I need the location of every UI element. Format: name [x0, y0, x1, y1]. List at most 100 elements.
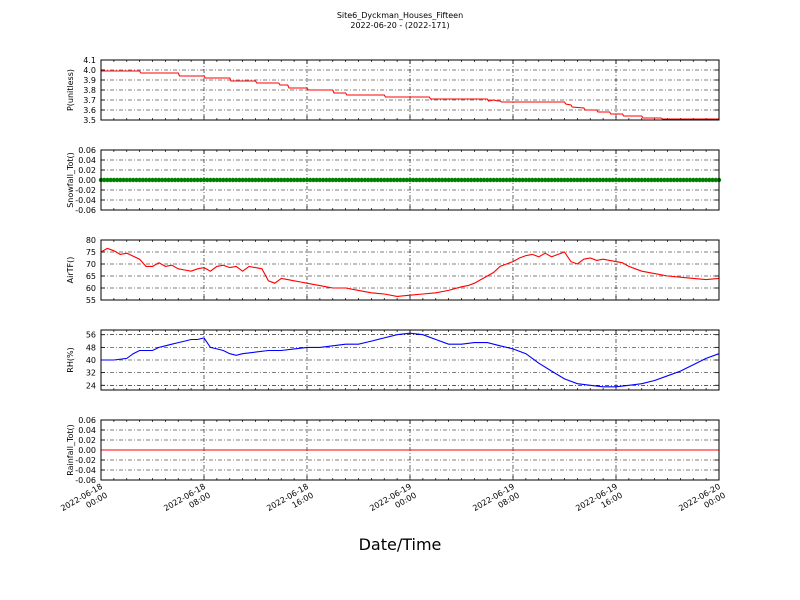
data-point [382, 177, 387, 183]
data-point [250, 177, 255, 183]
data-point [179, 177, 184, 183]
data-point [530, 177, 535, 183]
data-point [140, 177, 146, 183]
data-point [497, 177, 503, 183]
data-point [230, 177, 236, 183]
y-tick-label: 0.04 [78, 156, 96, 165]
y-axis-label: Snowfall_Tot() [66, 152, 75, 208]
data-point [217, 177, 223, 183]
data-point [349, 177, 355, 183]
data-point [539, 177, 545, 183]
data-point [262, 177, 268, 183]
data-point [182, 177, 187, 183]
data-point [636, 177, 641, 183]
data-point [195, 177, 200, 183]
data-point [192, 177, 197, 183]
data-point [259, 177, 265, 183]
data-point [340, 177, 345, 183]
data-point [674, 177, 680, 183]
data-point [536, 177, 541, 183]
series-line [101, 332, 720, 388]
data-point [301, 177, 306, 183]
y-tick-label: 0.06 [78, 416, 96, 425]
data-point [633, 177, 638, 183]
data-point [369, 177, 374, 183]
data-point [552, 177, 558, 183]
data-point [176, 177, 181, 183]
data-point [581, 177, 587, 183]
series-line [101, 70, 719, 120]
data-point [542, 177, 548, 183]
y-tick-label: 3.9 [83, 76, 96, 85]
data-point [169, 177, 175, 183]
data-point [233, 177, 239, 183]
data-point [124, 177, 129, 183]
data-point [620, 177, 625, 183]
plot-frame [100, 419, 720, 481]
data-point [523, 177, 529, 183]
data-point [391, 177, 397, 183]
data-point [700, 177, 706, 183]
y-tick-label: -0.06 [75, 206, 96, 215]
data-point [629, 177, 635, 183]
data-point [102, 177, 107, 183]
data-point [436, 177, 442, 183]
data-point [658, 177, 664, 183]
data-point [185, 177, 191, 183]
data-point [430, 177, 435, 183]
y-tick-label: 75 [86, 248, 96, 257]
data-point [501, 177, 506, 183]
data-point [546, 177, 551, 183]
y-axis-label: Rainfall_Tot() [66, 424, 75, 476]
panel-0: 4.14.03.93.83.73.63.5 P(unitless) [66, 56, 720, 125]
y-tick-label: 3.5 [83, 116, 96, 125]
data-point [703, 177, 709, 183]
data-point [401, 177, 406, 183]
data-point [156, 177, 162, 183]
y-axis-label: RH(%) [66, 347, 75, 372]
data-point [626, 177, 632, 183]
data-point [285, 177, 290, 183]
data-point [613, 177, 619, 183]
data-point [330, 177, 335, 183]
data-point [127, 177, 133, 183]
y-tick-label: 3.7 [83, 96, 96, 105]
data-point [353, 177, 358, 183]
plot-frame [100, 149, 720, 211]
data-point [159, 177, 165, 183]
chart-title: Site6_Dyckman_Houses_Fifteen [336, 11, 464, 20]
y-tick-label: 0.02 [78, 436, 96, 445]
data-point [652, 177, 657, 183]
data-point [452, 177, 458, 183]
data-point [565, 177, 570, 183]
data-point [604, 177, 609, 183]
y-tick-label: 32 [86, 369, 96, 378]
y-tick-label: 80 [86, 236, 96, 245]
data-point [343, 177, 348, 183]
panel-4: 0.060.040.020.00-0.02-0.04-0.06Rainfall_… [66, 416, 720, 485]
data-point [446, 177, 451, 183]
data-point [356, 177, 361, 183]
data-point [253, 177, 258, 183]
data-point [320, 177, 326, 183]
data-point [533, 177, 538, 183]
data-point [362, 177, 368, 183]
data-point [475, 177, 480, 183]
data-point [710, 177, 715, 183]
data-point [639, 177, 644, 183]
data-point [272, 177, 278, 183]
data-point [600, 177, 606, 183]
data-point [108, 177, 113, 183]
data-point [649, 177, 654, 183]
data-point [407, 177, 413, 183]
data-point [243, 177, 249, 183]
data-point [279, 177, 284, 183]
data-point [105, 177, 110, 183]
data-point [275, 177, 281, 183]
data-point [465, 177, 471, 183]
data-point [205, 177, 210, 183]
